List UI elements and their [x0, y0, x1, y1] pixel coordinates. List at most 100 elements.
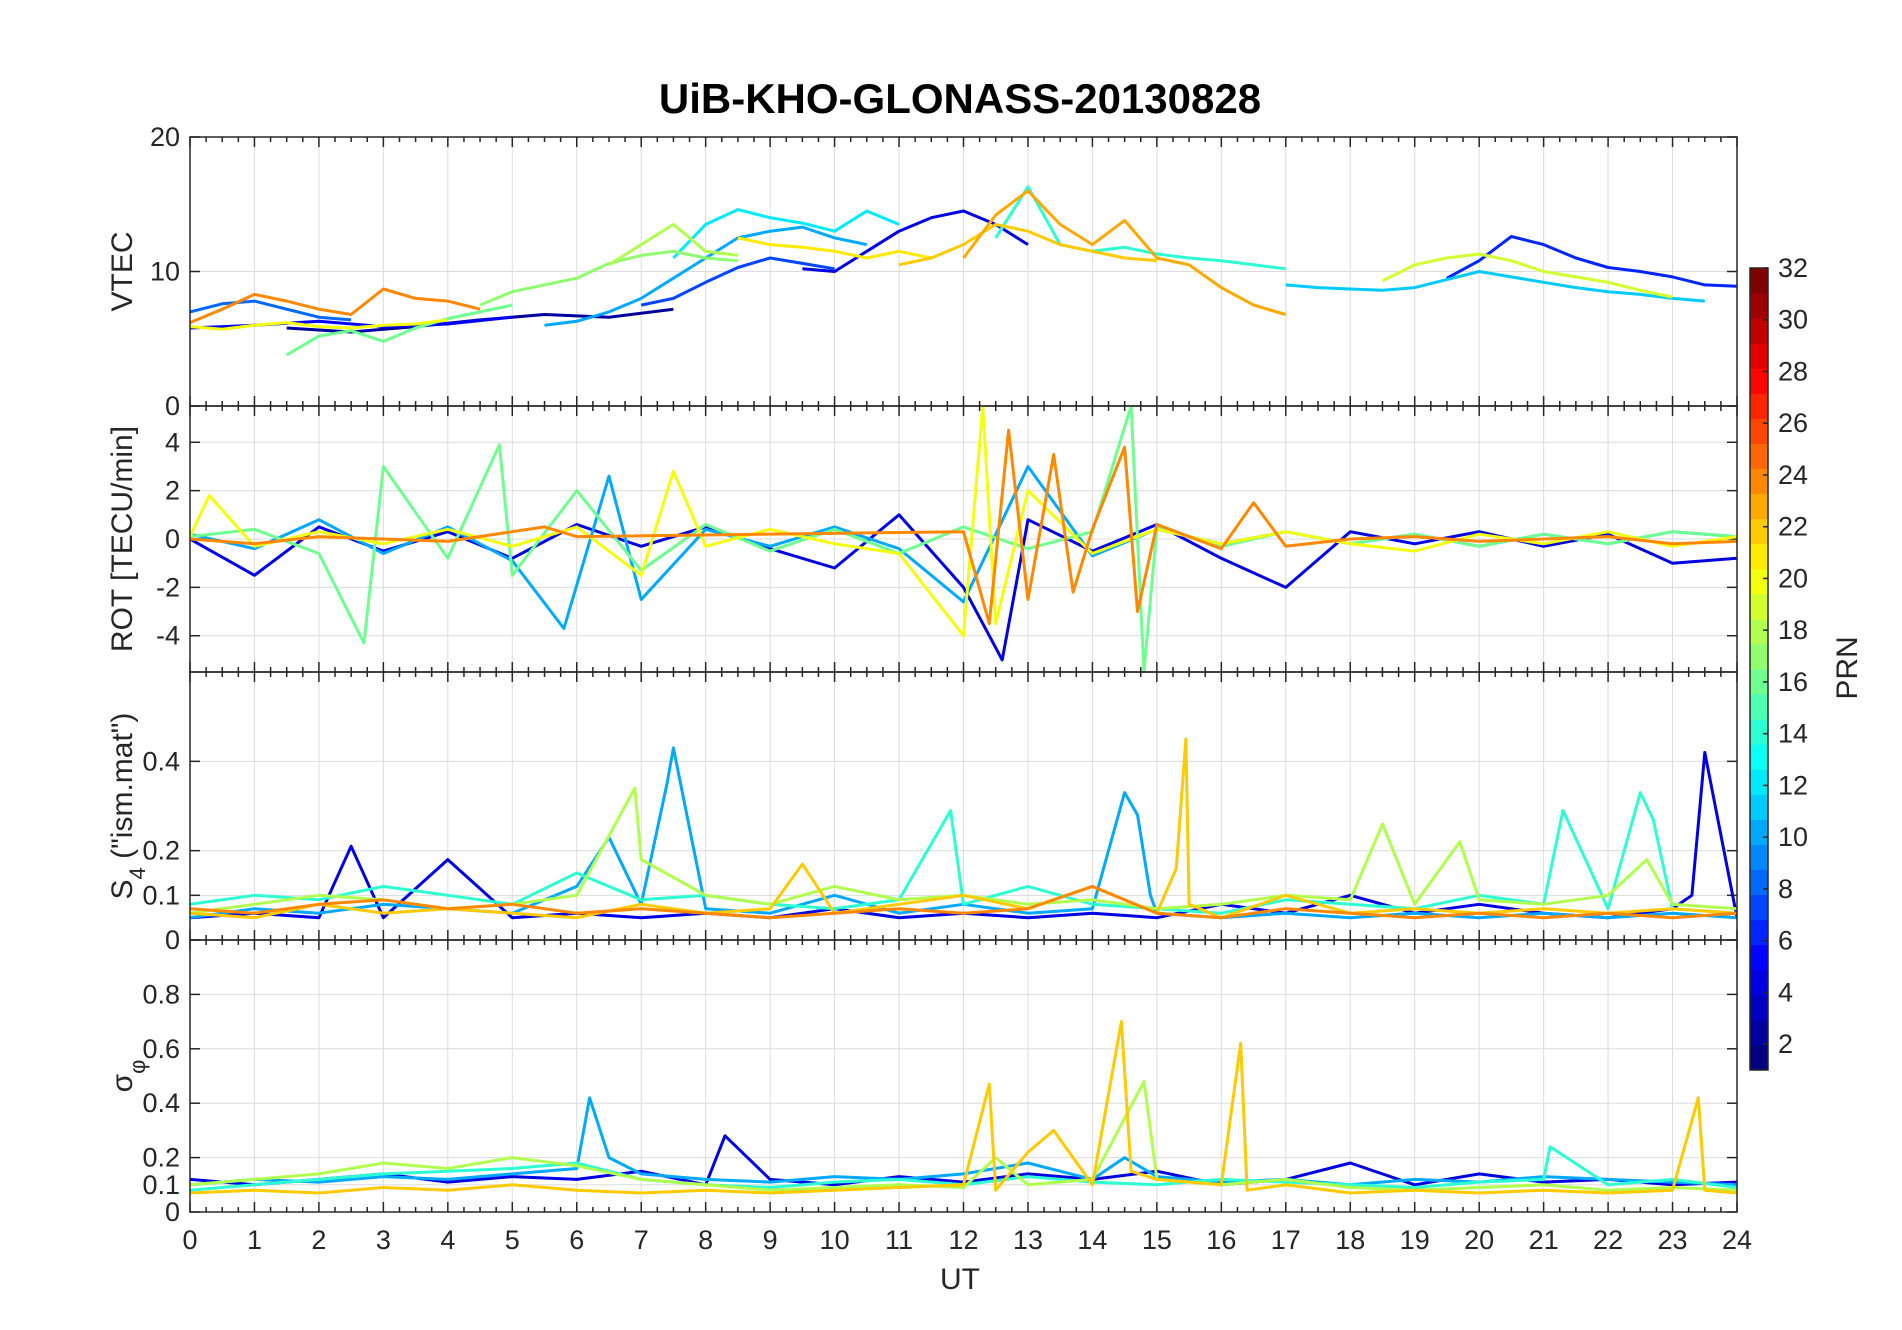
series-line-prn-18	[190, 1079, 1737, 1192]
x-tick-label: 8	[698, 1225, 713, 1255]
series-line-prn-7	[640, 256, 835, 307]
series-line-prn-11	[1285, 270, 1705, 303]
colorbar-segment	[1750, 618, 1768, 645]
colorbar-tick-label: 14	[1778, 719, 1808, 749]
colorbar-segment	[1750, 894, 1768, 921]
y-tick-label: 0.1	[142, 1170, 180, 1200]
y-axis-label-sigma: σφ	[106, 1060, 150, 1093]
series-line-prn-16	[285, 303, 513, 357]
x-tick-label: 0	[182, 1225, 197, 1255]
series-line-prn-20	[190, 406, 1737, 638]
series-line-prn-22	[190, 1020, 1737, 1195]
y-tick-label: 0	[165, 391, 180, 421]
colorbar-tick-label: 16	[1778, 667, 1808, 697]
colorbar-segment	[1750, 418, 1768, 444]
y-tick-label: 4	[165, 427, 180, 457]
x-tick-label: 10	[820, 1225, 850, 1255]
colorbar-segment	[1750, 268, 1768, 294]
colorbar-tick-label: 30	[1778, 305, 1808, 335]
colorbar-segment	[1750, 518, 1768, 545]
panel-rot: -4 -2 0 2 4 ROT [TECU/min]	[106, 405, 1738, 673]
series-line-prn-14	[190, 791, 1737, 915]
x-tick-label: 7	[634, 1225, 649, 1255]
colorbar-tick-label: 2	[1778, 1029, 1793, 1059]
colorbar-segment	[1750, 493, 1768, 520]
colorbar-segment	[1750, 468, 1768, 495]
colorbar-tick-label: 20	[1778, 563, 1808, 593]
colorbar-tick-label: 6	[1778, 926, 1793, 956]
chart-title: UiB-KHO-GLONASS-20130828	[659, 75, 1261, 122]
panel-vtec: 0 10 20 VTEC	[106, 122, 1738, 421]
colorbar-tick-label: 4	[1778, 977, 1793, 1007]
series-line-prn-18	[608, 222, 739, 267]
colorbar-segment	[1750, 919, 1768, 946]
x-tick-label: 17	[1271, 1225, 1301, 1255]
series-line-prn-24	[190, 287, 481, 324]
y-tick-label: 10	[150, 257, 180, 287]
colorbar-tick-label: 26	[1778, 408, 1808, 438]
series-line-prn-24	[190, 884, 1737, 920]
colorbar-segment	[1750, 543, 1768, 570]
series-group	[190, 737, 1737, 920]
x-tick-label: 11	[885, 1225, 913, 1255]
colorbar-segment	[1750, 744, 1768, 770]
y-tick-label: 0	[165, 925, 180, 955]
colorbar-segment	[1750, 1044, 1768, 1071]
colorbar-tick-label: 18	[1778, 615, 1808, 645]
y-tick-label: 0.4	[142, 746, 180, 776]
colorbar-segment	[1750, 368, 1768, 394]
colorbar-segment	[1750, 844, 1768, 870]
x-tick-label: 4	[440, 1225, 455, 1255]
panel-sigma: 00.10.2 0.4 0.6 0.8 σφ	[106, 939, 1738, 1227]
y-axis-label-vtec: VTEC	[106, 231, 139, 311]
x-tick-label: 1	[247, 1225, 262, 1255]
colorbar-segment	[1750, 643, 1768, 670]
y-tick-label: 0.6	[142, 1034, 180, 1064]
colorbar-tick-label: 24	[1778, 460, 1808, 490]
colorbar-tick-label: 8	[1778, 874, 1793, 904]
y-tick-label: 0.8	[142, 979, 180, 1009]
colorbar-label: PRN	[1831, 636, 1864, 699]
colorbar-tick-label: 10	[1778, 822, 1808, 852]
colorbar-segment	[1750, 769, 1768, 795]
x-axis-label: UT	[940, 1263, 980, 1296]
x-tick-label: 24	[1722, 1225, 1752, 1255]
y-tick-label: 0.1	[142, 880, 180, 910]
x-tick-label: 3	[376, 1225, 391, 1255]
colorbar-tick-label: 32	[1778, 253, 1808, 283]
colorbar-segment	[1750, 819, 1768, 845]
x-tick-label: 16	[1206, 1225, 1236, 1255]
x-tick-label: 22	[1593, 1225, 1623, 1255]
x-tick-label: 6	[569, 1225, 584, 1255]
y-tick-label: 0	[165, 1197, 180, 1227]
series-line-prn-24	[190, 428, 1737, 626]
series-line-prn-10	[190, 1096, 1737, 1187]
colorbar-segment	[1750, 669, 1768, 695]
colorbar-frame	[1749, 267, 1769, 1071]
y-tick-label: -2	[156, 572, 180, 602]
x-tick-label: 5	[505, 1225, 520, 1255]
series-line-prn-20	[190, 318, 448, 331]
colorbar-segment	[1750, 969, 1768, 996]
colorbar-segment	[1750, 794, 1768, 820]
panel-s4: 0 0.1 0.2 0.4S4 ("ism.mat")	[106, 671, 1738, 955]
series-group	[190, 406, 1737, 672]
y-tick-label: 0	[165, 524, 180, 554]
series-line-prn-14	[994, 185, 1286, 271]
y-tick-label: 0.2	[142, 836, 180, 866]
colorbar-segment	[1750, 293, 1768, 319]
x-tick-label: 12	[948, 1225, 978, 1255]
x-tick-label: 23	[1658, 1225, 1688, 1255]
colorbar-segment	[1750, 719, 1768, 745]
x-tick-label: 21	[1529, 1225, 1559, 1255]
colorbar-tick-label: 28	[1778, 356, 1808, 386]
series-line-prn-4	[190, 1134, 1737, 1187]
y-tick-label: 0.2	[142, 1143, 180, 1173]
series-group	[190, 1020, 1737, 1195]
colorbar-segment	[1750, 944, 1768, 971]
series-line-prn-19	[1381, 252, 1673, 299]
x-tick-label: 19	[1400, 1225, 1430, 1255]
